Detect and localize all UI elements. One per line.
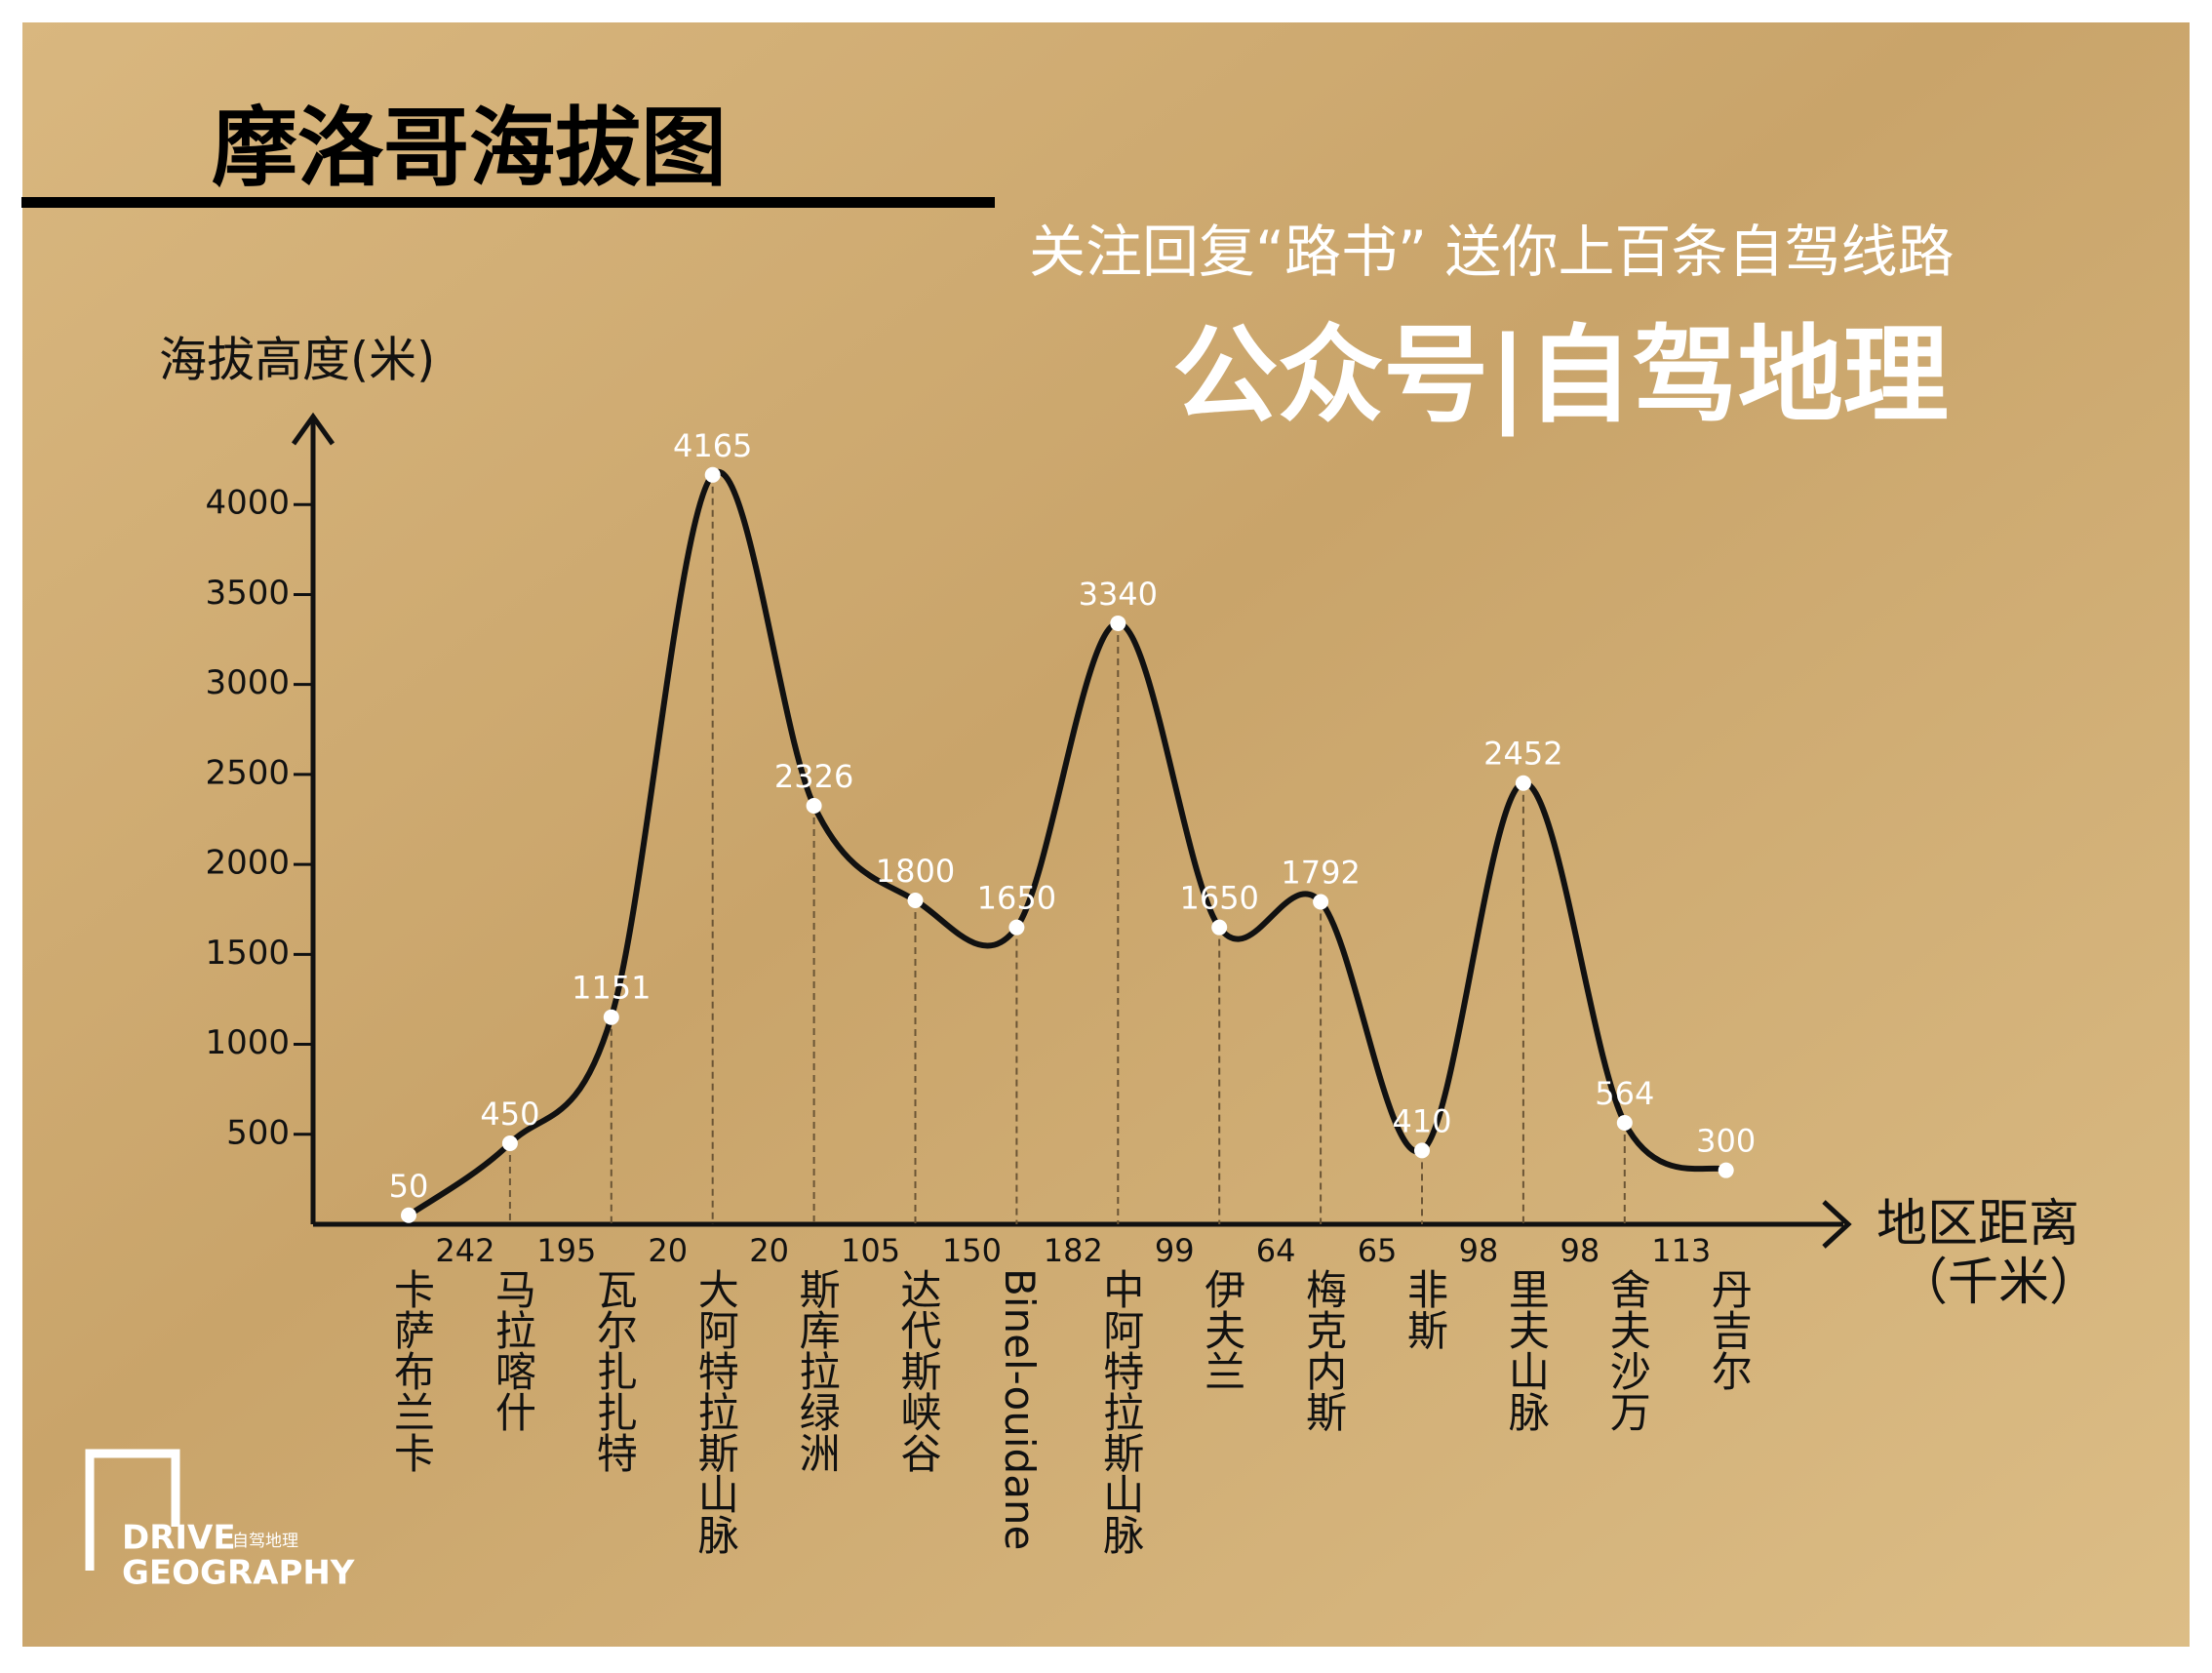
x-tick-label: 中阿特拉斯山脉 bbox=[1097, 1268, 1145, 1555]
distance-label: 20 bbox=[749, 1232, 789, 1269]
distance-label: 242 bbox=[435, 1232, 494, 1269]
x-axis-label: （千米） bbox=[1897, 1254, 2100, 1312]
y-tick-label: 1000 bbox=[205, 1023, 290, 1062]
point bbox=[806, 797, 822, 814]
value-label: 4165 bbox=[673, 427, 752, 464]
point bbox=[1515, 775, 1531, 791]
point bbox=[1110, 615, 1126, 631]
distance-label: 105 bbox=[841, 1232, 900, 1269]
value-label: 1650 bbox=[977, 880, 1056, 917]
x-tick-label: 梅克内斯 bbox=[1300, 1268, 1348, 1432]
line bbox=[407, 468, 1727, 1218]
axes bbox=[291, 412, 1852, 1249]
point bbox=[1616, 1114, 1633, 1131]
y-tick-label: 2500 bbox=[205, 753, 290, 792]
point bbox=[1718, 1162, 1734, 1178]
x-tick-label: 非斯 bbox=[1402, 1268, 1449, 1350]
account: 公众号|自驾地理 bbox=[1172, 315, 1948, 437]
point bbox=[1211, 919, 1228, 936]
y-tick-label: 2000 bbox=[205, 844, 290, 883]
point bbox=[1414, 1142, 1430, 1159]
logo-text: GEOGRAPHY bbox=[122, 1554, 355, 1593]
x-tick-label: 丹吉尔 bbox=[1705, 1268, 1753, 1391]
value-label: 1800 bbox=[876, 853, 955, 890]
distance-label: 113 bbox=[1651, 1232, 1711, 1269]
y-tick-label: 3000 bbox=[205, 663, 290, 702]
x-tick-label: 马拉喀什 bbox=[489, 1268, 536, 1432]
point bbox=[501, 1135, 518, 1151]
x-tick-label: 瓦尔扎扎特 bbox=[590, 1268, 638, 1473]
value-label: 564 bbox=[1595, 1075, 1654, 1112]
value-label: 410 bbox=[1392, 1102, 1451, 1139]
value-label: 1650 bbox=[1179, 880, 1258, 917]
x-tick-label: 里夫山脉 bbox=[1502, 1268, 1550, 1432]
logo-text: DRIVE bbox=[122, 1519, 236, 1558]
chart-title: 摩洛哥海拔图 bbox=[212, 98, 727, 198]
point bbox=[1008, 919, 1025, 936]
distance-label: 65 bbox=[1358, 1232, 1398, 1269]
x-tick-label: 舍夫沙万 bbox=[1603, 1268, 1651, 1432]
logo-text: 自驾地理 bbox=[232, 1532, 298, 1551]
title-underline bbox=[21, 197, 995, 208]
promo: 关注回复“路书” 送你上百条自驾线路 bbox=[1029, 219, 1955, 285]
value-label: 2452 bbox=[1483, 736, 1562, 773]
point bbox=[603, 1009, 619, 1025]
point bbox=[907, 893, 924, 908]
x-axis-label: 地区距离 bbox=[1876, 1195, 2079, 1254]
x-tick-label: Binel-ouidane bbox=[996, 1268, 1044, 1550]
value-label: 3340 bbox=[1079, 576, 1158, 613]
x-tick-label: 大阿特拉斯山脉 bbox=[691, 1268, 739, 1555]
logo: DRIVE 自驾地理 GEOGRAPHY bbox=[85, 1449, 355, 1593]
x-tick-label: 伊夫兰 bbox=[1199, 1268, 1246, 1391]
distance-label: 150 bbox=[942, 1232, 1002, 1269]
distance-label: 20 bbox=[648, 1232, 688, 1269]
y-tick-label: 3500 bbox=[205, 574, 290, 613]
point bbox=[1313, 894, 1329, 910]
value-label: 2326 bbox=[774, 758, 853, 795]
distance-label: 64 bbox=[1256, 1232, 1296, 1269]
y-axis-label: 海拔高度(米) bbox=[159, 333, 435, 388]
value-label: 300 bbox=[1696, 1123, 1756, 1160]
distance-label: 182 bbox=[1044, 1232, 1103, 1269]
x-tick-label: 达代斯峡谷 bbox=[894, 1268, 942, 1473]
distance-label: 99 bbox=[1155, 1232, 1195, 1269]
x-tick-label: 卡萨布兰卡 bbox=[388, 1268, 436, 1473]
y-tick-label: 500 bbox=[226, 1113, 290, 1152]
y-tick-label: 4000 bbox=[205, 484, 290, 523]
point bbox=[401, 1207, 416, 1223]
value-label: 1151 bbox=[572, 970, 651, 1007]
value-label: 1792 bbox=[1281, 854, 1360, 891]
background bbox=[22, 22, 2190, 1647]
distance-label: 98 bbox=[1459, 1232, 1499, 1269]
value-label: 450 bbox=[480, 1095, 539, 1133]
value-label: 50 bbox=[389, 1168, 429, 1205]
distance-label: 98 bbox=[1560, 1232, 1600, 1269]
x-tick-label: 斯库拉绿洲 bbox=[793, 1268, 841, 1473]
point bbox=[704, 466, 721, 483]
y-tick-label: 1500 bbox=[205, 934, 290, 973]
distance-label: 195 bbox=[536, 1232, 596, 1269]
